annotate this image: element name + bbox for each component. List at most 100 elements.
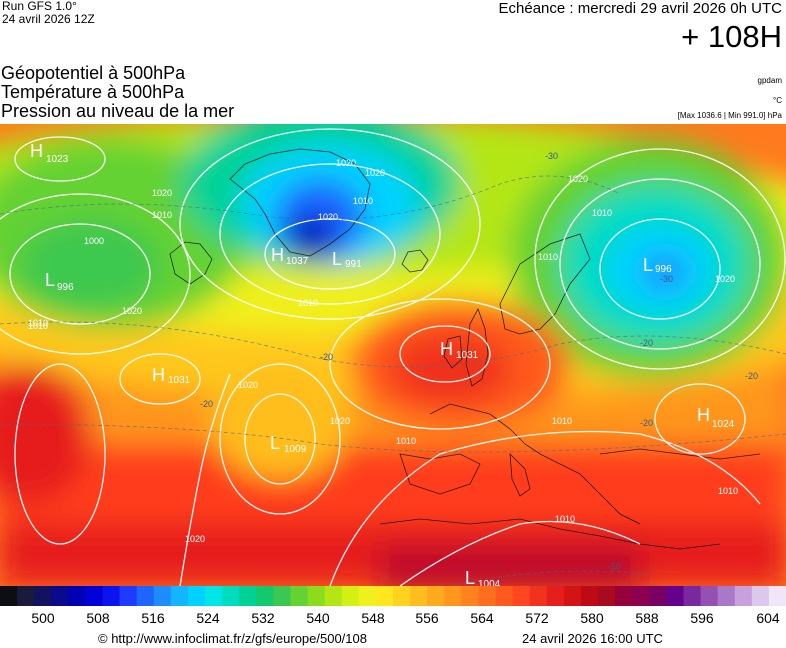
pressure-system-8-value: 996	[655, 264, 672, 275]
colorbar-swatch	[598, 586, 616, 606]
colorbar-swatch	[341, 586, 360, 606]
isobar-label: 1020	[152, 188, 172, 198]
pressure-system-1-value: 1023	[46, 154, 69, 165]
pressure-system-labels: H 1023 L 996 H 1031 L 1009 H 1037 L 991 …	[30, 141, 735, 586]
pressure-system-9: H	[697, 405, 710, 425]
pressure-system-9-value: 1024	[712, 419, 735, 430]
parameter-pressure: Pression au niveau de la mer	[1, 101, 235, 121]
colorbar-tick-label: 524	[196, 610, 220, 626]
isobar-label: 1020	[568, 174, 588, 184]
pressure-system-6-value: 991	[345, 259, 362, 270]
isobar-label: 1010	[555, 514, 575, 524]
pressure-system-4: L	[270, 433, 280, 453]
isobar-label: 1020	[238, 380, 258, 390]
colorbar-swatch	[324, 586, 343, 606]
colorbar-swatch	[85, 586, 104, 606]
colorbar-swatch	[187, 586, 206, 606]
colorbar-swatch	[205, 586, 223, 606]
isobar-label: 1020	[318, 212, 338, 222]
colorbar-swatch	[239, 586, 257, 606]
unit-temperature: °C	[773, 96, 782, 105]
colorbar-swatch	[153, 586, 172, 606]
footer-url: © http://www.infoclimat.fr/z/gfs/europe/…	[98, 631, 367, 646]
footer-date: 24 avril 2026 16:00 UTC	[522, 631, 663, 646]
colorbar-tick-label: 516	[141, 610, 165, 626]
isobar-label: 1010	[353, 196, 373, 206]
colorbar-swatch	[102, 586, 121, 606]
parameter-geopotential: Géopotentiel à 500hPa	[1, 63, 186, 83]
colorbar-swatch	[358, 586, 377, 606]
colorbar-tick-label: 596	[690, 610, 714, 626]
isobar-label: 1010	[396, 436, 416, 446]
isobar-label: 1010	[28, 318, 48, 328]
pressure-system-3: H	[152, 365, 165, 385]
pressure-system-2: L	[45, 270, 55, 290]
coastlines	[169, 148, 761, 550]
colorbar-swatch	[17, 586, 35, 606]
colorbar-swatch	[546, 586, 565, 606]
colorbar-swatch	[649, 586, 667, 606]
weather-map[interactable]: H 1023 L 996 H 1031 L 1009 H 1037 L 991 …	[0, 124, 786, 586]
isobar-value-labels: 1020 1010 1000 1020 1010 1020 1020 1010 …	[28, 158, 738, 544]
run-date: 24 avril 2026 12Z	[2, 12, 95, 26]
colorbar-swatch	[222, 586, 240, 606]
colorbar-tick-label: 532	[251, 610, 275, 626]
isobar-label: 1020	[336, 158, 356, 168]
isobars	[0, 128, 786, 586]
colorbar-swatch	[768, 586, 786, 606]
isobar-label: 1000	[84, 236, 104, 246]
colorbar-tick-label: 500	[31, 610, 55, 626]
colorbar-swatch	[51, 586, 69, 606]
pressure-system-3-value: 1031	[168, 375, 191, 386]
isotherm-label: -20	[200, 399, 213, 409]
isotherm-label: -20	[320, 352, 333, 362]
isotherm-label: -20	[745, 371, 758, 381]
colorbar-swatch	[563, 586, 582, 606]
colorbar-swatch	[580, 586, 599, 606]
colorbar-swatch	[119, 586, 138, 606]
isobar-label: 1010	[152, 210, 172, 220]
pressure-system-5-value: 1037	[286, 256, 309, 267]
colorbar-swatch	[34, 586, 52, 606]
colorbar-swatch	[700, 586, 719, 606]
colorbar-swatch	[410, 586, 428, 606]
colorbar-swatch	[529, 586, 548, 606]
isobar-label: 1010	[538, 252, 558, 262]
isotherm-label: -30	[545, 151, 558, 161]
isobar-label: 1010	[298, 298, 318, 308]
isobar-label: 1020	[330, 416, 350, 426]
colorbar-swatch	[136, 586, 155, 606]
colorbar-swatch	[683, 586, 702, 606]
colorbar-swatch	[751, 586, 770, 606]
isotherm-label: -20	[640, 418, 653, 428]
valid-time: Echéance : mercredi 29 avril 2026 0h UTC	[498, 0, 782, 17]
colorbar-swatch	[478, 586, 497, 606]
colorbar-tick-label: 580	[580, 610, 604, 626]
colorbar-swatch	[461, 586, 479, 606]
isotherm-label: -20	[640, 338, 653, 348]
colorbar-swatch	[375, 586, 394, 606]
colorbar-tick-label: 548	[361, 610, 385, 626]
unit-pressure-range: [Max 1036.6 | Min 991.0] hPa	[677, 111, 782, 120]
colorbar-swatch	[615, 586, 633, 606]
colorbar-tick-label: 564	[470, 610, 494, 626]
colorbar-tick-label: 508	[86, 610, 110, 626]
colorbar-swatch	[666, 586, 684, 606]
run-label: Run GFS 1.0°	[2, 0, 77, 13]
colorbar-swatch	[632, 586, 650, 606]
pressure-system-7: H	[440, 339, 453, 359]
colorbar-swatch	[307, 586, 326, 606]
colorbar-tick-label: 572	[525, 610, 549, 626]
isobar-label: 1010	[28, 321, 48, 331]
unit-geopotential: gpdam	[757, 76, 782, 85]
isotherms	[0, 175, 786, 586]
isobar-label: 1020	[365, 168, 385, 178]
colorbar-swatch	[495, 586, 514, 606]
colorbar-tick-label: 540	[306, 610, 330, 626]
colorbar-swatch	[256, 586, 274, 606]
colorbar-swatch	[0, 586, 18, 606]
colorbar-swatch	[512, 586, 531, 606]
colorbar-tick-label: 556	[415, 610, 439, 626]
isobar-label: 1010	[592, 208, 612, 218]
pressure-system-10: L	[465, 568, 475, 586]
